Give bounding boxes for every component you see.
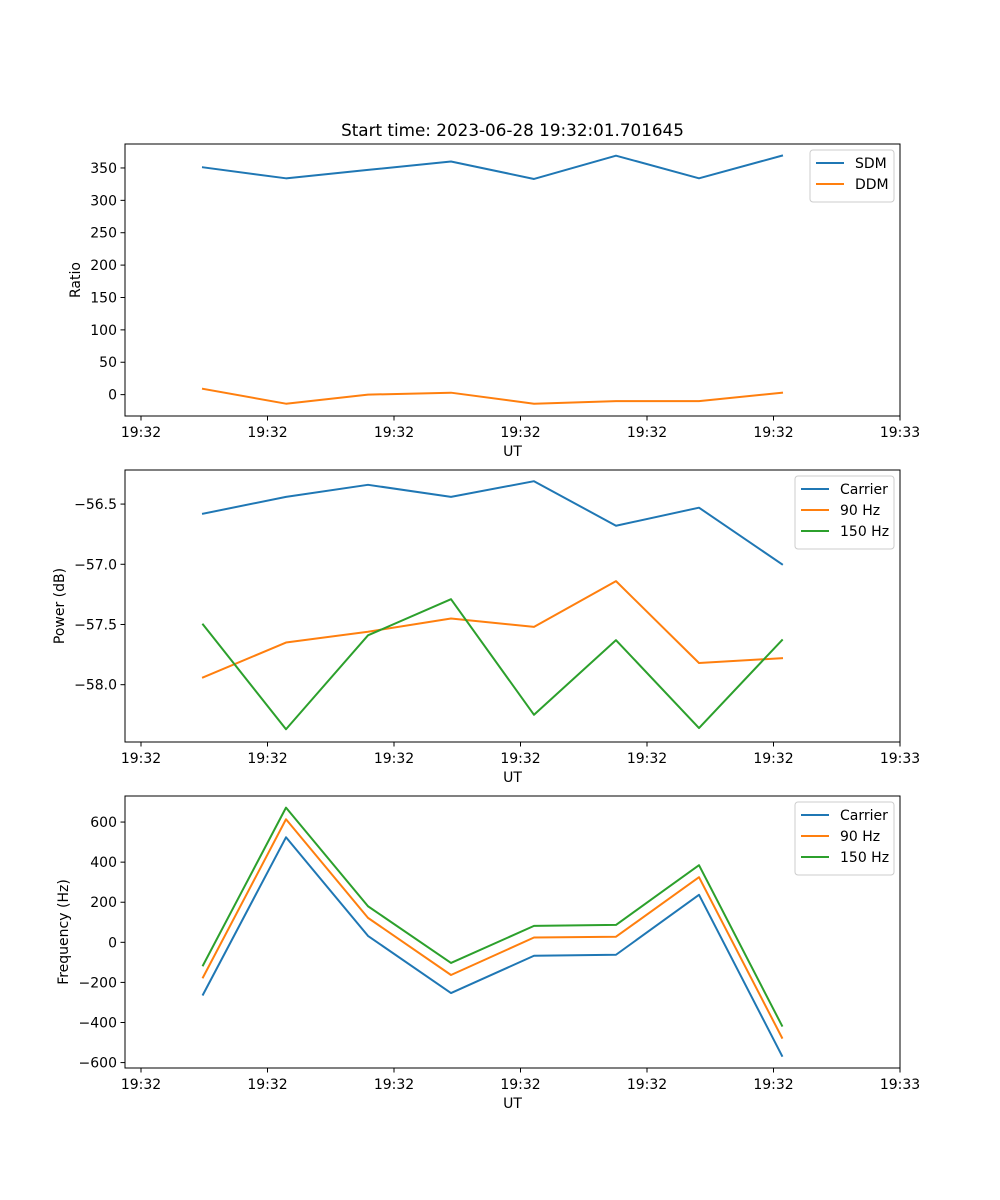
y-tick-label: −400 — [79, 1015, 117, 1031]
axes-frame — [124, 143, 901, 417]
series-line-150-hz — [201, 598, 784, 731]
legend: SDM DDM — [809, 149, 895, 203]
x-axis-label: UT — [503, 770, 522, 786]
x-tick-label: 19:32 — [500, 1077, 540, 1093]
x-tick-label: 19:32 — [247, 425, 287, 441]
legend-label: Carrier — [840, 808, 888, 824]
x-tick-label: 19:32 — [753, 425, 793, 441]
x-tick-label: 19:32 — [121, 425, 161, 441]
legend-label: Carrier — [840, 482, 888, 498]
x-tick-label: 19:32 — [374, 425, 414, 441]
x-tick-label: 19:33 — [880, 751, 920, 767]
chart-panel-2: 19:32 19:32 19:32 19:32 19:32 19:32 19:33 −58.0… — [52, 469, 920, 786]
y-tick-label: 150 — [90, 290, 117, 306]
series-line-ddm — [201, 387, 784, 405]
x-tick-label: 19:32 — [500, 425, 540, 441]
y-tick-label: −57.0 — [74, 557, 117, 573]
x-tick-label: 19:32 — [247, 751, 287, 767]
y-tick-label: 0 — [108, 935, 117, 951]
x-tick-label: 19:32 — [374, 751, 414, 767]
panels: 19:32 19:32 19:32 19:32 19:32 19:32 19:33 0 50 10… — [52, 143, 920, 1112]
series-line-90-hz — [201, 818, 784, 1040]
legend-label: 90 Hz — [840, 829, 880, 845]
y-tick-label: −200 — [79, 975, 117, 991]
y-tick-label: 600 — [90, 815, 117, 831]
y-tick-label: 50 — [99, 355, 117, 371]
series-line-150-hz — [201, 806, 784, 1028]
y-tick-label: −600 — [79, 1056, 117, 1072]
y-tick-label: 200 — [90, 258, 117, 274]
x-tick-label: 19:33 — [880, 1077, 920, 1093]
x-tick-label: 19:32 — [753, 751, 793, 767]
x-tick-label: 19:32 — [627, 425, 667, 441]
x-axis-label: UT — [503, 444, 522, 460]
axes-frame — [124, 469, 901, 743]
x-tick-label: 19:32 — [121, 751, 161, 767]
y-axis-label: Ratio — [68, 262, 84, 298]
x-tick-label: 19:32 — [374, 1077, 414, 1093]
series-line-carrier — [201, 836, 784, 1058]
chart-panel-3: 19:32 19:32 19:32 19:32 19:32 19:32 19:33 −600 −… — [56, 795, 920, 1112]
y-tick-label: −56.5 — [74, 497, 117, 513]
legend-label: 150 Hz — [840, 850, 889, 866]
y-tick-label: 200 — [90, 895, 117, 911]
figure-title: Start time: 2023-06-28 19:32:01.701645 — [341, 120, 684, 140]
x-tick-label: 19:32 — [627, 751, 667, 767]
y-tick-label: 400 — [90, 855, 117, 871]
y-tick-label: −57.5 — [74, 617, 117, 633]
x-tick-label: 19:33 — [880, 425, 920, 441]
x-tick-label: 19:32 — [627, 1077, 667, 1093]
series-line-90-hz — [201, 580, 784, 679]
y-axis-label: Frequency (Hz) — [56, 879, 72, 985]
y-tick-label: 350 — [90, 161, 117, 177]
y-axis-label: Power (dB) — [52, 568, 68, 644]
y-tick-label: 300 — [90, 193, 117, 209]
y-tick-label: 250 — [90, 226, 117, 242]
y-tick-label: −58.0 — [74, 678, 117, 694]
series-line-carrier — [201, 480, 784, 566]
x-tick-label: 19:32 — [247, 1077, 287, 1093]
x-tick-label: 19:32 — [500, 751, 540, 767]
y-tick-label: 0 — [108, 388, 117, 404]
legend-label: DDM — [855, 177, 889, 193]
x-axis-label: UT — [503, 1096, 522, 1112]
legend-label: SDM — [855, 156, 887, 172]
axes-frame — [124, 795, 901, 1069]
chart-panel-1: 19:32 19:32 19:32 19:32 19:32 19:32 19:33 0 50 10… — [68, 143, 920, 460]
legend-label: 150 Hz — [840, 524, 889, 540]
legend-label: 90 Hz — [840, 503, 880, 519]
x-tick-label: 19:32 — [121, 1077, 161, 1093]
legend: Carrier 90 Hz 150 Hz — [794, 801, 895, 876]
legend: Carrier 90 Hz 150 Hz — [794, 475, 895, 550]
y-tick-label: 100 — [90, 323, 117, 339]
series-line-sdm — [201, 154, 784, 180]
x-tick-label: 19:32 — [753, 1077, 793, 1093]
